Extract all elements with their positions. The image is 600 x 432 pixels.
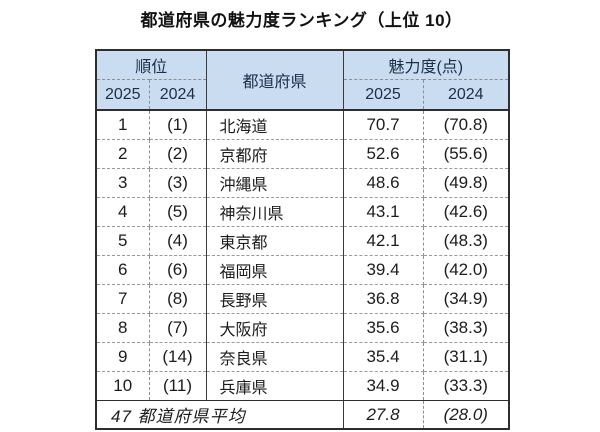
score-2025: 35.4 [343, 342, 424, 372]
prefecture-name: 東京都 [206, 226, 344, 256]
ranking-panel: 都道府県の魅力度ランキング（上位 10） 順位 都道府県 魅力度(点) 2025… [95, 0, 511, 430]
score-2025: 48.6 [343, 168, 424, 198]
table-row: 7 (8) 長野県 36.8 (34.9) [96, 284, 510, 314]
rank-2024: (8) [149, 284, 207, 314]
rank-2025: 6 [96, 255, 150, 285]
score-2024: (31.1) [423, 342, 510, 372]
prefecture-name: 沖縄県 [206, 168, 344, 198]
score-2024: (33.3) [423, 371, 510, 401]
rank-2025: 9 [96, 342, 150, 372]
table-row: 6 (6) 福岡県 39.4 (42.0) [96, 255, 510, 285]
rank-2024: (14) [149, 342, 207, 372]
rank-2024: (3) [149, 168, 207, 198]
score-2025: 42.1 [343, 226, 424, 256]
rank-2024: (2) [149, 139, 207, 169]
score-2024: (38.3) [423, 313, 510, 343]
score-2024: (34.9) [423, 284, 510, 314]
prefecture-name: 兵庫県 [206, 371, 344, 401]
rank-2025: 1 [96, 110, 150, 140]
score-2024: (70.8) [423, 110, 510, 140]
rank-2024: (5) [149, 197, 207, 227]
table-row: 10 (11) 兵庫県 34.9 (33.3) [96, 371, 510, 401]
header-score-group: 魅力度(点) [343, 50, 510, 80]
score-2025: 52.6 [343, 139, 424, 169]
page-title: 都道府県の魅力度ランキング（上位 10） [140, 11, 463, 30]
rank-2025: 2 [96, 139, 150, 169]
table-body: 1 (1) 北海道 70.7 (70.8) 2 (2) 京都府 52.6 (55… [96, 110, 510, 401]
table-header: 順位 都道府県 魅力度(点) 2025 2024 2025 2024 [96, 50, 510, 111]
prefecture-name: 京都府 [206, 139, 344, 169]
prefecture-name: 北海道 [206, 110, 344, 140]
rank-2025: 5 [96, 226, 150, 256]
rank-2025: 10 [96, 371, 150, 401]
score-2025: 36.8 [343, 284, 424, 314]
rank-2024: (6) [149, 255, 207, 285]
score-2025: 43.1 [343, 197, 424, 227]
rank-2025: 8 [96, 313, 150, 343]
table-row: 1 (1) 北海道 70.7 (70.8) [96, 110, 510, 140]
score-2025: 39.4 [343, 255, 424, 285]
header-rank-2024: 2024 [149, 79, 207, 111]
score-2024: (49.8) [423, 168, 510, 198]
rank-2025: 4 [96, 197, 150, 227]
average-row: 47 都道府県平均 27.8 (28.0) [96, 400, 510, 429]
prefecture-name: 長野県 [206, 284, 344, 314]
prefecture-name: 大阪府 [206, 313, 344, 343]
score-2024: (42.0) [423, 255, 510, 285]
header-score-2024: 2024 [423, 79, 510, 111]
table-row: 4 (5) 神奈川県 43.1 (42.6) [96, 197, 510, 227]
table-footer: 47 都道府県平均 27.8 (28.0) [96, 400, 510, 429]
table-row: 9 (14) 奈良県 35.4 (31.1) [96, 342, 510, 372]
table-row: 3 (3) 沖縄県 48.6 (49.8) [96, 168, 510, 198]
prefecture-name: 神奈川県 [206, 197, 344, 227]
score-2024: (42.6) [423, 197, 510, 227]
rank-2024: (11) [149, 371, 207, 401]
header-year-row: 2025 2024 2025 2024 [96, 79, 510, 111]
score-2025: 70.7 [343, 110, 424, 140]
prefecture-name: 福岡県 [206, 255, 344, 285]
table-row: 2 (2) 京都府 52.6 (55.6) [96, 139, 510, 169]
table-row: 5 (4) 東京都 42.1 (48.3) [96, 226, 510, 256]
average-score-2024: (28.0) [423, 400, 510, 429]
table-row: 8 (7) 大阪府 35.6 (38.3) [96, 313, 510, 343]
prefecture-name: 奈良県 [206, 342, 344, 372]
rank-2024: (1) [149, 110, 207, 140]
score-2024: (55.6) [423, 139, 510, 169]
rank-2024: (4) [149, 226, 207, 256]
header-score-2025: 2025 [343, 79, 424, 111]
average-label: 47 都道府県平均 [96, 400, 344, 429]
score-2025: 34.9 [343, 371, 424, 401]
average-score-2025: 27.8 [343, 400, 424, 429]
ranking-table: 順位 都道府県 魅力度(点) 2025 2024 2025 2024 1 (1)… [95, 49, 511, 430]
header-rank-group: 順位 [96, 50, 207, 80]
header-group-row: 順位 都道府県 魅力度(点) [96, 50, 510, 111]
header-prefecture: 都道府県 [206, 50, 344, 111]
rank-2025: 7 [96, 284, 150, 314]
score-2024: (48.3) [423, 226, 510, 256]
rank-2025: 3 [96, 168, 150, 198]
header-rank-2025: 2025 [96, 79, 150, 111]
rank-2024: (7) [149, 313, 207, 343]
score-2025: 35.6 [343, 313, 424, 343]
